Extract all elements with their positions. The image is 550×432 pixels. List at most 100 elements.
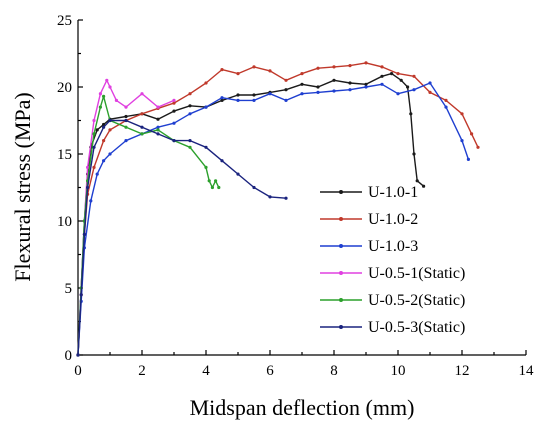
legend-item: U-1.0-1	[320, 184, 418, 201]
data-point	[415, 179, 419, 183]
y-tick-label: 0	[65, 348, 73, 364]
data-point	[140, 125, 144, 129]
data-point	[380, 82, 384, 86]
data-point	[95, 128, 99, 132]
data-point	[444, 105, 448, 109]
data-point	[86, 185, 90, 190]
data-point	[207, 179, 211, 183]
data-point	[466, 157, 470, 161]
data-point	[102, 94, 106, 98]
data-point	[460, 139, 464, 143]
legend-item: U-0.5-2(Static)	[320, 292, 465, 309]
data-point	[396, 72, 400, 76]
data-point	[220, 159, 224, 163]
data-point	[124, 125, 128, 129]
data-point	[124, 118, 128, 123]
data-point	[220, 98, 224, 102]
data-point	[156, 117, 160, 121]
data-point	[105, 78, 109, 82]
data-point	[98, 105, 102, 109]
data-point	[396, 92, 400, 96]
x-tick-label: 2	[138, 363, 146, 379]
data-point	[300, 72, 304, 76]
data-point	[428, 90, 432, 94]
data-point	[140, 132, 144, 136]
data-point	[380, 74, 384, 78]
data-point	[95, 172, 99, 176]
series-5	[76, 94, 221, 357]
data-point	[98, 92, 102, 96]
data-point	[470, 132, 474, 136]
data-point	[220, 68, 224, 72]
data-point	[108, 128, 112, 132]
x-axis-title: Midspan deflection (mm)	[190, 395, 415, 420]
data-point	[268, 195, 272, 199]
x-tick-label: 8	[330, 363, 338, 379]
data-point	[124, 139, 128, 143]
data-point	[124, 105, 128, 109]
data-point	[188, 139, 192, 143]
y-axis-title: Flexural stress (MPa)	[10, 92, 35, 281]
data-point	[412, 74, 416, 78]
data-point	[399, 78, 403, 82]
data-point	[188, 145, 192, 149]
x-tick-label: 12	[455, 363, 470, 379]
legend-marker	[339, 298, 343, 302]
legend-label: U-0.5-1(Static)	[368, 265, 465, 282]
y-tick-label: 5	[65, 281, 73, 297]
data-point	[284, 196, 288, 200]
ticks: 0 2 4 6 8 10 12 14 0 5 10 15 20 25	[57, 13, 534, 379]
legend-label: U-1.0-1	[368, 184, 418, 201]
data-point	[252, 185, 256, 190]
data-point	[220, 96, 224, 100]
data-point	[316, 66, 320, 70]
data-point	[102, 122, 106, 127]
data-point	[214, 179, 218, 183]
data-point	[102, 125, 106, 129]
data-point	[79, 293, 83, 297]
data-point	[300, 92, 304, 96]
data-point	[204, 105, 208, 109]
data-point	[92, 118, 96, 123]
data-point	[156, 105, 160, 109]
data-point	[476, 145, 480, 149]
data-point	[284, 78, 288, 82]
data-point	[204, 165, 208, 169]
data-point	[204, 145, 208, 149]
x-tick-label: 14	[519, 363, 535, 379]
data-point	[316, 90, 320, 94]
data-point	[156, 125, 160, 129]
data-point	[252, 98, 256, 102]
data-point	[172, 121, 176, 125]
x-tick-label: 0	[74, 363, 82, 379]
data-point	[252, 93, 256, 97]
series-line	[77, 82, 470, 356]
data-point	[172, 139, 176, 143]
data-point	[406, 85, 410, 89]
data-point	[252, 65, 256, 69]
data-point	[364, 82, 368, 86]
series-layer	[76, 61, 480, 357]
legend-item: U-0.5-1(Static)	[320, 265, 465, 282]
legend-label: U-0.5-3(Static)	[368, 319, 465, 336]
data-point	[268, 69, 272, 73]
data-point	[210, 185, 214, 190]
data-point	[140, 112, 144, 116]
series-line	[77, 62, 479, 356]
data-point	[348, 64, 352, 68]
x-tick-label: 4	[202, 363, 210, 379]
data-point	[460, 112, 464, 116]
data-point	[92, 145, 96, 149]
data-point	[364, 61, 368, 65]
legend-marker	[339, 271, 343, 275]
data-point	[204, 81, 208, 85]
data-point	[380, 65, 384, 69]
series-2	[76, 61, 480, 357]
legend: U-1.0-1 U-1.0-2 U-1.0-3 U-0.5-1(Static) U-0.…	[320, 184, 465, 336]
data-point	[172, 98, 176, 102]
data-point	[236, 93, 240, 97]
y-tick-label: 15	[57, 147, 72, 163]
data-point	[86, 165, 90, 169]
data-point	[412, 88, 416, 92]
legend-marker	[339, 325, 343, 329]
